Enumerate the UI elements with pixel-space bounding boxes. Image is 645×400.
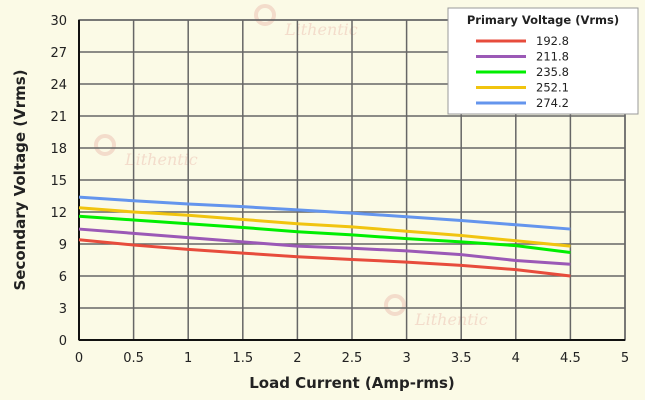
legend-label: 274.2 xyxy=(536,96,569,110)
watermark-text: Lithentic xyxy=(124,150,198,169)
legend-box xyxy=(447,7,639,115)
x-axis-label: Load Current (Amp-rms) xyxy=(249,374,455,392)
x-tick-label: 1.5 xyxy=(232,351,253,366)
watermark-text: Lithentic xyxy=(414,310,488,329)
x-tick-label: 2 xyxy=(293,351,301,366)
y-tick-label: 27 xyxy=(50,46,67,61)
series-line-274.2 xyxy=(78,195,571,231)
y-tick-label: 30 xyxy=(50,14,67,29)
y-tick-label: 21 xyxy=(50,110,67,125)
watermark-logo xyxy=(254,4,276,26)
x-tick-label: 3 xyxy=(402,351,410,366)
x-tick-label: 2.5 xyxy=(342,351,363,366)
x-tick-label: 0 xyxy=(75,351,83,366)
x-tick-label: 5 xyxy=(621,351,629,366)
x-tick-label: 4 xyxy=(512,351,520,366)
x-tick-label: 4.5 xyxy=(560,351,581,366)
x-tick-label: 1 xyxy=(184,351,192,366)
legend-label: 192.8 xyxy=(536,34,569,48)
y-tick-label: 15 xyxy=(50,174,67,189)
y-tick-label: 9 xyxy=(59,238,67,253)
y-axis-label: Secondary Voltage (Vrms) xyxy=(11,69,29,290)
series-line-235.8 xyxy=(78,214,571,255)
y-tick-label: 18 xyxy=(50,142,67,157)
legend-label: 211.8 xyxy=(536,50,569,64)
series-line-211.8 xyxy=(78,227,571,266)
y-tick-label: 0 xyxy=(59,334,67,349)
series-line-252.1 xyxy=(78,206,571,248)
y-tick-label: 12 xyxy=(50,206,67,221)
y-tick-label: 24 xyxy=(50,78,67,93)
legend-label: 235.8 xyxy=(536,65,569,79)
y-tick-label: 3 xyxy=(59,302,67,317)
watermark-text: Lithentic xyxy=(284,20,358,39)
x-tick-label: 0.5 xyxy=(123,351,144,366)
watermark-logo xyxy=(94,134,116,156)
x-tick-label: 3.5 xyxy=(451,351,472,366)
y-tick-label: 6 xyxy=(59,270,67,285)
series-line-192.8 xyxy=(78,238,571,278)
legend-title: Primary Voltage (Vrms) xyxy=(467,13,619,27)
watermark-logo xyxy=(384,294,406,316)
legend-label: 252.1 xyxy=(536,81,569,95)
